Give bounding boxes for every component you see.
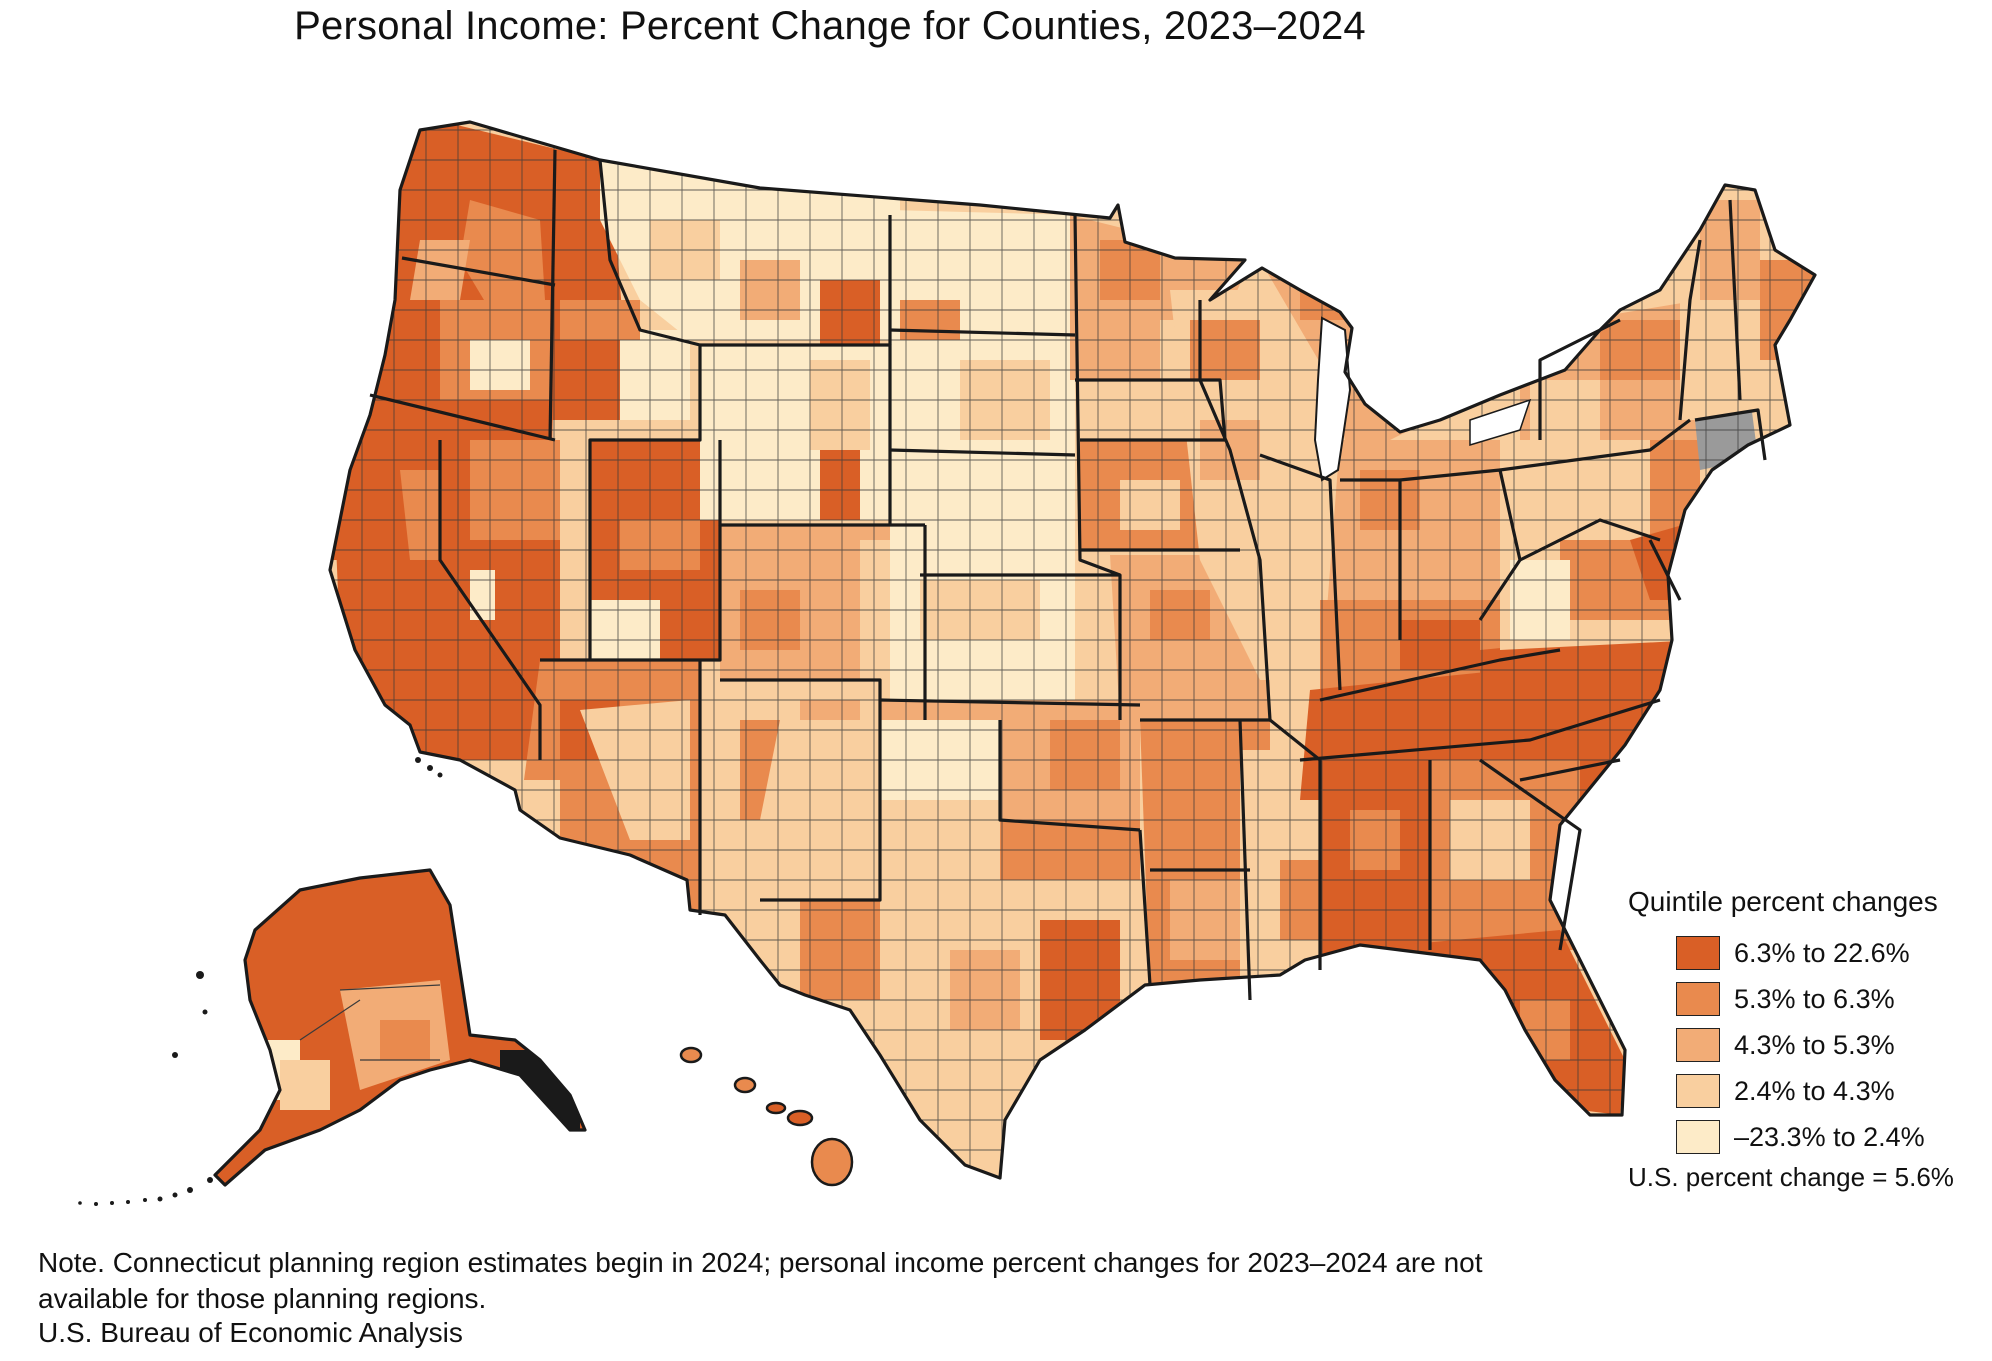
legend-item: 4.3% to 5.3% — [1676, 1022, 1978, 1068]
legend-label: 4.3% to 5.3% — [1734, 1029, 1895, 1060]
note-text: Note. Connecticut planning region estima… — [38, 1247, 1483, 1314]
legend-item: –23.3% to 2.4% — [1676, 1114, 1978, 1160]
legend-label: 5.3% to 6.3% — [1734, 983, 1895, 1014]
legend-swatch — [1676, 1028, 1720, 1062]
legend-swatch — [1676, 1120, 1720, 1154]
legend-label: 2.4% to 4.3% — [1734, 1075, 1895, 1106]
legend-label: 6.3% to 22.6% — [1734, 937, 1910, 968]
legend-label: –23.3% to 2.4% — [1734, 1121, 1925, 1152]
map-title: Personal Income: Percent Change for Coun… — [294, 4, 1366, 48]
legend-title: Quintile percent changes — [1628, 886, 1938, 917]
us-percent-change: U.S. percent change = 5.6% — [1628, 1162, 1954, 1192]
legend-swatch — [1676, 1074, 1720, 1108]
legend: Quintile percent changes 6.3% to 22.6% 5… — [1628, 886, 1978, 1193]
source-text: U.S. Bureau of Economic Analysis — [38, 1317, 463, 1348]
legend-item: 6.3% to 22.6% — [1676, 930, 1978, 976]
legend-swatch — [1676, 936, 1720, 970]
lake-erie — [1469, 398, 1532, 447]
lake-michigan — [1313, 316, 1352, 482]
legend-item: 5.3% to 6.3% — [1676, 976, 1978, 1022]
legend-swatch — [1676, 982, 1720, 1016]
legend-item: 2.4% to 4.3% — [1676, 1068, 1978, 1114]
